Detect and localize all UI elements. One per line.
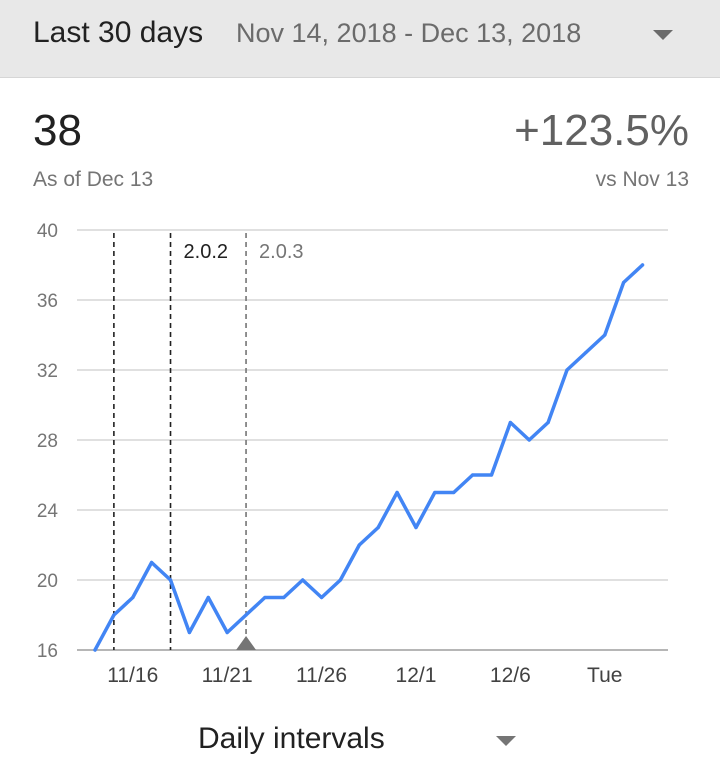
metric-value: 38: [33, 106, 82, 155]
data-point: [225, 630, 229, 635]
data-point: [414, 525, 418, 530]
data-point: [433, 490, 437, 495]
metric-change-percent: +123.5%: [514, 106, 689, 155]
data-point: [565, 368, 569, 372]
data-point: [622, 280, 626, 285]
data-point: [546, 420, 550, 425]
x-tick-label: 12/6: [490, 664, 531, 687]
data-point: [357, 543, 361, 547]
data-point: [489, 473, 494, 477]
data-point: [131, 595, 135, 600]
data-point: [584, 350, 588, 355]
data-point: [395, 490, 399, 495]
data-point: [640, 263, 645, 267]
data-point: [206, 595, 210, 600]
x-tick-label: 11/21: [202, 664, 253, 687]
data-point: [112, 613, 116, 617]
release-marker-triangle: [236, 636, 257, 650]
data-point: [376, 525, 380, 530]
metric-compare-date: vs Nov 13: [595, 168, 689, 191]
interval-label: Daily intervals: [198, 722, 385, 755]
data-point: [244, 613, 248, 617]
metric-as-of: As of Dec 13: [33, 168, 154, 191]
data-point: [508, 420, 512, 425]
data-point: [603, 333, 607, 337]
data-point: [452, 490, 456, 495]
data-point: [301, 578, 305, 582]
y-tick-label: 28: [37, 431, 58, 452]
interval-dropdown[interactable]: Daily intervals: [180, 712, 540, 766]
date-range-dates: Nov 14, 2018 - Dec 13, 2018: [236, 18, 582, 48]
data-point: [527, 438, 531, 442]
data-point: [319, 595, 324, 600]
date-range-selector[interactable]: Last 30 days Nov 14, 2018 - Dec 13, 2018: [0, 0, 720, 78]
x-tick-label: 11/16: [107, 664, 158, 687]
x-tick-label: Tue: [587, 664, 622, 687]
x-tick-label: 11/26: [296, 664, 347, 687]
y-tick-label: 24: [37, 501, 59, 522]
chevron-down-icon[interactable]: [653, 30, 673, 40]
data-point: [263, 595, 267, 600]
y-tick-label: 16: [37, 641, 58, 662]
data-point: [93, 648, 97, 652]
y-tick-label: 36: [37, 291, 58, 312]
series-line: [93, 263, 645, 652]
data-point: [168, 578, 173, 582]
data-point: [471, 473, 475, 477]
data-point: [282, 595, 286, 600]
chevron-down-icon[interactable]: [496, 736, 516, 746]
release-marker-label: 2.0.3: [259, 241, 303, 263]
data-point: [150, 560, 154, 565]
release-marker-label: 2.0.2: [184, 241, 228, 263]
date-range-label: Last 30 days: [33, 16, 204, 49]
y-tick-label: 40: [37, 221, 58, 242]
x-tick-label: 12/1: [396, 664, 437, 687]
y-tick-label: 32: [37, 361, 58, 382]
data-point: [338, 578, 343, 582]
line-chart: 2.0.2 2.0.3 16 20 24 28 32 36 40 11/16 11/21 11/26…: [37, 221, 668, 687]
y-tick-label: 20: [37, 571, 58, 592]
data-point: [187, 630, 191, 635]
